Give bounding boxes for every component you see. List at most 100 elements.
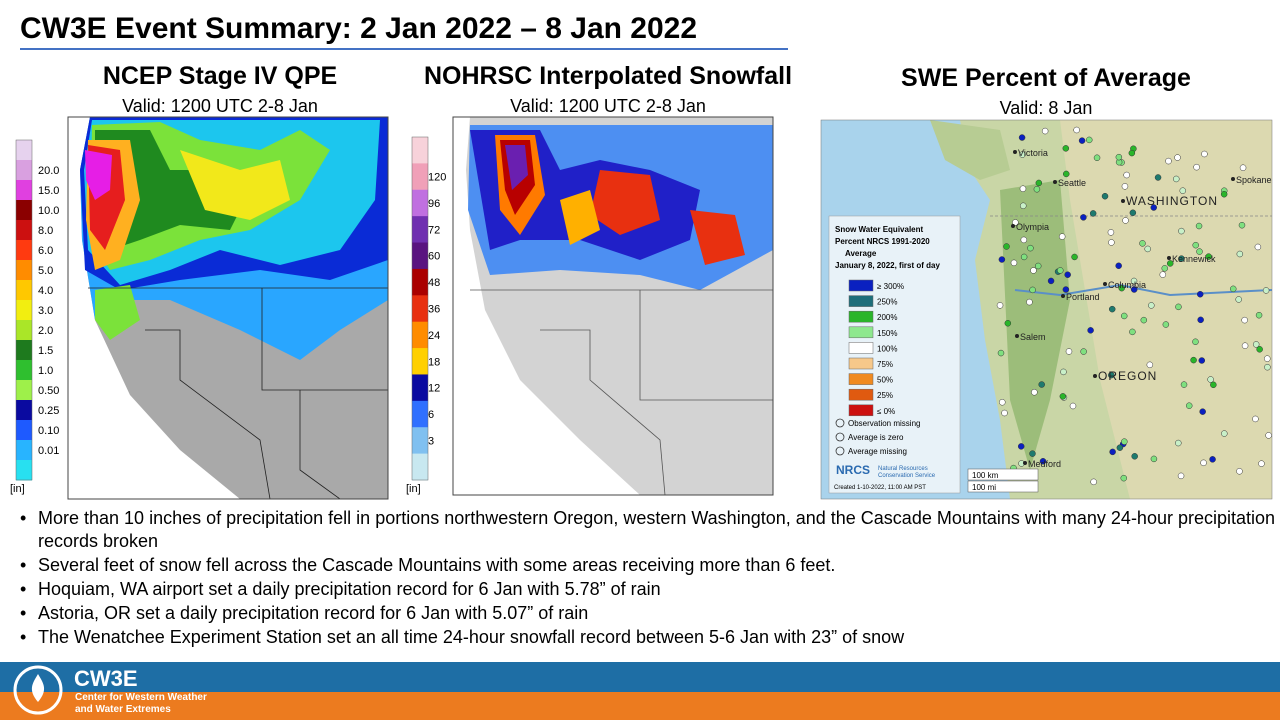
- station-dot: [1064, 271, 1071, 278]
- station-dot: [1020, 236, 1028, 244]
- legend-symbol-label: Average missing: [848, 447, 907, 456]
- station-dot: [1179, 187, 1187, 194]
- station-dot: [1107, 229, 1115, 236]
- station-dot: [1062, 145, 1070, 152]
- place-marker: [1011, 224, 1015, 228]
- station-dot: [996, 302, 1004, 309]
- legend-swatch: [848, 342, 874, 354]
- place-marker: [1013, 150, 1017, 154]
- station-dot: [999, 399, 1006, 406]
- place-label: Medford: [1028, 459, 1061, 469]
- place-marker: [1061, 294, 1065, 298]
- station-dot: [997, 349, 1005, 357]
- station-dot: [1010, 259, 1018, 267]
- colorbar-swatch: [16, 340, 32, 361]
- station-dot: [1192, 338, 1199, 346]
- colorbar-swatch: [412, 216, 428, 244]
- colorbar-swatch: [16, 380, 32, 401]
- station-dot: [1118, 284, 1125, 292]
- colorbar-label: 6: [428, 409, 434, 421]
- legend-symbol: [835, 418, 845, 428]
- colorbar-label: 96: [428, 198, 440, 210]
- station-dot: [1039, 458, 1047, 465]
- legend-item: 200%: [877, 313, 897, 322]
- station-dot: [1108, 371, 1115, 379]
- scale-box: [967, 480, 1039, 493]
- station-dot: [1047, 277, 1055, 285]
- colorbar-swatch: [16, 420, 32, 441]
- colorbar-swatch: [412, 295, 428, 323]
- station-dot: [998, 256, 1006, 263]
- place-label: Portland: [1066, 292, 1100, 302]
- colorbar-unit: [in]: [10, 483, 25, 495]
- colorbar-label: 15.0: [38, 185, 59, 197]
- legend-swatch: [848, 404, 874, 417]
- station-dot: [1177, 472, 1185, 480]
- station-dot: [1123, 171, 1130, 179]
- colorbar-label: 6.0: [38, 245, 53, 257]
- colorbar-swatch: [412, 453, 428, 481]
- station-dot: [1058, 233, 1066, 240]
- legend-item: ≤ 0%: [877, 407, 895, 416]
- legend-created: Created 1-10-2022, 11:00 AM PST: [834, 485, 926, 491]
- colorbar-frame: [15, 139, 33, 481]
- station-dot: [1221, 430, 1228, 437]
- legend-title: Snow Water Equivalent: [835, 225, 923, 234]
- station-dot: [1185, 402, 1193, 409]
- colorbar-swatch: [412, 321, 428, 349]
- station-dot: [1034, 262, 1042, 270]
- station-dot: [1093, 154, 1101, 162]
- station-dot: [1012, 219, 1019, 226]
- colorbar-frame: [411, 136, 429, 481]
- station-dot: [1258, 460, 1265, 467]
- station-dot: [1020, 253, 1028, 261]
- station-dot: [1174, 154, 1181, 161]
- colorbar-swatch: [16, 140, 32, 161]
- bullet: Several feet of snow fell across the Cas…: [20, 554, 1278, 577]
- station-dot: [1207, 376, 1214, 383]
- colorbar-label: 2.0: [38, 325, 53, 337]
- legend-box: [828, 215, 961, 494]
- station-dot: [1116, 444, 1124, 451]
- bullet-list: More than 10 inches of precipitation fel…: [18, 507, 1278, 650]
- colorbar-label: 60: [428, 251, 440, 263]
- station-dot: [1019, 185, 1027, 192]
- legend-title: January 8, 2022, first of day: [835, 261, 940, 270]
- legend-item: ≥ 300%: [877, 282, 904, 291]
- station-dot: [1057, 267, 1064, 274]
- station-dot: [1108, 239, 1115, 246]
- footer-logo: CW3E: [74, 666, 138, 691]
- station-dot: [1078, 137, 1086, 144]
- colorbar-swatch: [16, 400, 32, 421]
- station-dot: [1140, 316, 1148, 324]
- station-dot: [1175, 439, 1182, 447]
- station-dot: [1131, 453, 1138, 460]
- station-dot: [1129, 209, 1137, 217]
- place-marker: [1023, 461, 1027, 465]
- panel-title: NOHRSC Interpolated Snowfall: [424, 62, 792, 90]
- legend-swatch: [848, 310, 874, 323]
- colorbar-swatch: [16, 300, 32, 321]
- station-dot: [1180, 381, 1188, 388]
- station-dot: [1230, 285, 1237, 293]
- station-dot: [1059, 393, 1067, 400]
- legend-swatch: [848, 279, 874, 292]
- colorbar-label: 24: [428, 330, 440, 342]
- station-dot: [1196, 290, 1204, 298]
- place-label: OREGON: [1098, 369, 1157, 383]
- station-dot: [1201, 150, 1208, 158]
- colorbar-swatch: [16, 280, 32, 301]
- colorbar-swatch: [16, 260, 32, 281]
- colorbar-label: 1.5: [38, 345, 53, 357]
- logo-ring: [13, 665, 63, 715]
- station-dot: [1101, 192, 1109, 200]
- legend-item: 100%: [877, 344, 897, 353]
- panel-subtitle: Valid: 8 Jan: [1000, 98, 1093, 118]
- station-dot: [1197, 316, 1204, 324]
- station-dot: [1264, 355, 1271, 362]
- place-marker: [1121, 199, 1125, 203]
- place-marker: [1103, 282, 1107, 286]
- colorbar-label: 1.0: [38, 365, 53, 377]
- station-dot: [1198, 357, 1206, 364]
- footer-band: [0, 662, 1280, 692]
